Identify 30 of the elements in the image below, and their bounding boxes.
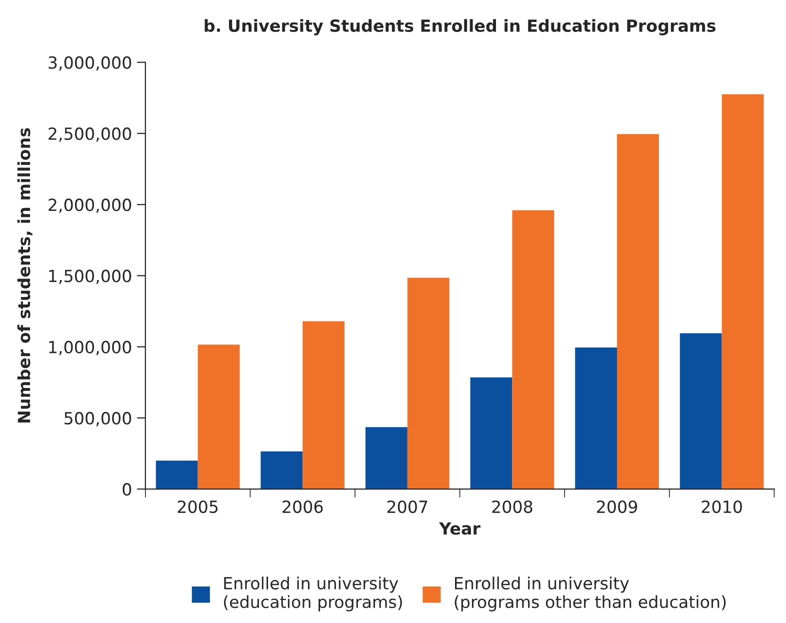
- bar: [617, 134, 659, 490]
- y-tick-label: 1,500,000: [49, 270, 132, 284]
- bar: [407, 278, 450, 490]
- y-tick-label: 1,000,000: [49, 340, 132, 356]
- x-tick-label: 2005: [178, 500, 218, 514]
- y-tick-label: 2,000,000: [48, 198, 132, 213]
- bar: [198, 344, 240, 490]
- bar: [365, 427, 408, 490]
- chart-title: b. University Students Enrolled in Education Programs: [204, 19, 716, 36]
- bar: [680, 333, 722, 490]
- bar: [302, 321, 345, 490]
- bar: [260, 451, 303, 490]
- x-tick-label: 2007: [387, 500, 428, 514]
- y-tick-label: 3,000,000: [48, 56, 132, 71]
- x-tick-label: 2010: [702, 500, 742, 514]
- x-tick-label: 2006: [282, 500, 323, 514]
- x-axis-title: Year: [438, 522, 480, 535]
- legend-label: Enrolled in university (programs other than education): [454, 576, 726, 612]
- y-tick-label: 500,000: [64, 412, 132, 426]
- x-tick-label: 2008: [492, 500, 532, 514]
- bar: [575, 348, 618, 490]
- y-tick-label: 0: [122, 483, 132, 496]
- bar: [722, 94, 764, 490]
- bar: [512, 210, 554, 490]
- bar: [156, 460, 198, 490]
- y-tick-label: 2,500,000: [48, 127, 132, 142]
- bar: [470, 377, 512, 490]
- legend-label: Enrolled in university (education programs): [224, 576, 402, 612]
- x-tick-label: 2009: [597, 500, 638, 514]
- y-axis-title: Number of students, in millions: [17, 128, 32, 422]
